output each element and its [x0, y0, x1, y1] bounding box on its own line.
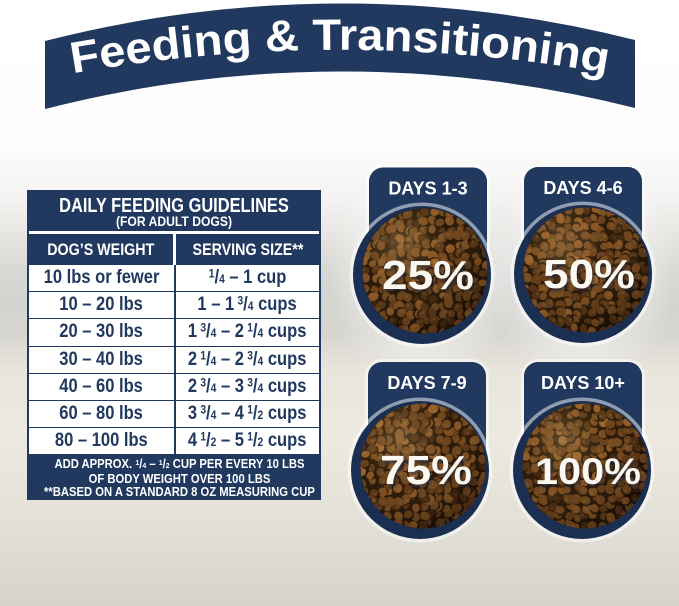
svg-text:DAYS 7-9: DAYS 7-9 — [387, 373, 466, 393]
svg-text:100%: 100% — [535, 451, 641, 492]
svg-text:75%: 75% — [380, 448, 472, 493]
svg-text:25%: 25% — [382, 253, 474, 298]
svg-text:DAYS 10+: DAYS 10+ — [541, 373, 625, 393]
svg-text:DAYS 1-3: DAYS 1-3 — [388, 179, 467, 199]
svg-text:DAYS 4-6: DAYS 4-6 — [543, 178, 622, 198]
svg-text:50%: 50% — [543, 252, 635, 297]
